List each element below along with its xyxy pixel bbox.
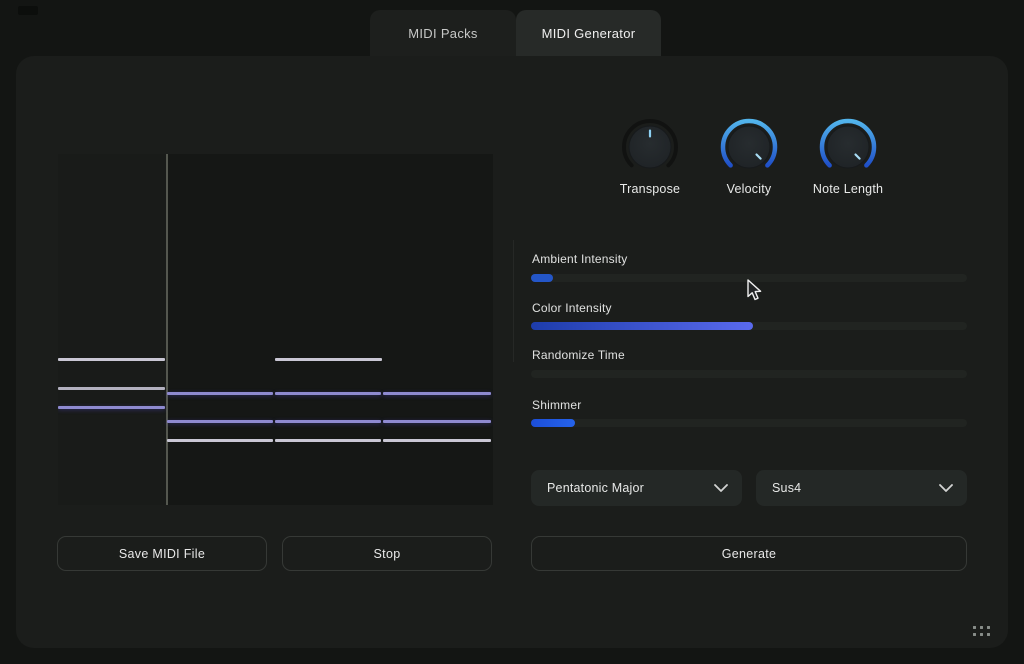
ambient-intensity-label: Ambient Intensity xyxy=(532,252,628,266)
slider-fill xyxy=(531,322,754,330)
knob-icon xyxy=(622,119,678,169)
chord-dropdown[interactable]: Sus4 xyxy=(756,470,967,506)
playhead-line xyxy=(166,154,168,505)
midi-note xyxy=(275,439,381,442)
tab-midi-packs[interactable]: MIDI Packs xyxy=(370,10,516,56)
midi-note xyxy=(167,420,273,423)
randomize-time-label: Randomize Time xyxy=(532,348,625,362)
note-length-knob[interactable] xyxy=(818,117,878,177)
piano-roll[interactable] xyxy=(58,154,493,505)
scale-dropdown-value: Pentatonic Major xyxy=(547,481,644,495)
midi-note xyxy=(58,358,165,361)
transpose-knob[interactable] xyxy=(620,117,680,177)
midi-note xyxy=(275,420,381,423)
randomize-time-slider[interactable] xyxy=(531,370,967,378)
chevron-down-icon xyxy=(714,484,728,492)
piano-roll-left-shade xyxy=(58,154,166,505)
midi-note xyxy=(275,358,382,361)
shimmer-slider[interactable] xyxy=(531,419,967,427)
velocity-label: Velocity xyxy=(726,182,772,196)
midi-note xyxy=(167,439,273,442)
save-midi-file-button[interactable]: Save MIDI File xyxy=(57,536,267,571)
slider-fill xyxy=(531,274,553,282)
knob-icon xyxy=(720,118,778,169)
color-intensity-label: Color Intensity xyxy=(532,301,612,315)
transpose-label: Transpose xyxy=(619,182,681,196)
midi-note xyxy=(167,392,273,395)
midi-note xyxy=(383,392,491,395)
stop-button[interactable]: Stop xyxy=(282,536,492,571)
screen-artifact xyxy=(18,6,38,15)
note-length-label: Note Length xyxy=(812,182,884,196)
midi-note xyxy=(383,420,491,423)
slider-fill xyxy=(531,419,575,427)
velocity-knob[interactable] xyxy=(719,117,779,177)
midi-note xyxy=(383,439,491,442)
shimmer-label: Shimmer xyxy=(532,398,582,412)
tab-midi-generator[interactable]: MIDI Generator xyxy=(516,10,661,56)
midi-note xyxy=(58,387,165,390)
ambient-intensity-slider[interactable] xyxy=(531,274,967,282)
generate-button[interactable]: Generate xyxy=(531,536,967,571)
column-divider xyxy=(513,240,514,362)
color-intensity-slider[interactable] xyxy=(531,322,967,330)
drag-handle-icon[interactable] xyxy=(973,626,990,636)
main-panel: Save MIDI File Stop xyxy=(16,56,1008,648)
midi-note xyxy=(58,406,165,409)
scale-dropdown[interactable]: Pentatonic Major xyxy=(531,470,742,506)
knob-icon xyxy=(819,118,877,169)
chevron-down-icon xyxy=(939,484,953,492)
chord-dropdown-value: Sus4 xyxy=(772,481,802,495)
midi-note xyxy=(275,392,381,395)
